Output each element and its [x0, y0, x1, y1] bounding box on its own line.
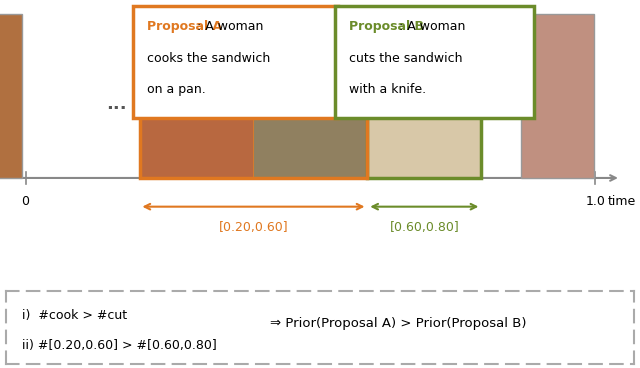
Text: 1.0: 1.0: [585, 195, 605, 208]
Text: : A woman: : A woman: [399, 20, 466, 33]
Bar: [140, 14, 367, 178]
Text: i)  #cook > #cut: i) #cook > #cut: [22, 309, 127, 322]
FancyBboxPatch shape: [335, 6, 534, 118]
Text: ...: ...: [488, 95, 509, 113]
Text: Proposal A: Proposal A: [147, 20, 222, 33]
FancyBboxPatch shape: [521, 14, 595, 178]
Text: cooks the sandwich: cooks the sandwich: [147, 52, 271, 65]
Bar: [140, 14, 253, 178]
Text: 0: 0: [22, 195, 29, 208]
Bar: [367, 14, 481, 178]
Text: ii) #[0.20,0.60] > #[0.60,0.80]: ii) #[0.20,0.60] > #[0.60,0.80]: [22, 339, 217, 351]
Text: with a knife.: with a knife.: [349, 83, 427, 96]
Text: ⇒ Prior(Proposal A) > Prior(Proposal B): ⇒ Prior(Proposal A) > Prior(Proposal B): [270, 317, 526, 330]
Text: time: time: [608, 195, 636, 208]
Text: [0.60,0.80]: [0.60,0.80]: [390, 221, 459, 234]
Text: Proposal B: Proposal B: [349, 20, 424, 33]
Text: on a pan.: on a pan.: [147, 83, 206, 96]
Text: cuts the sandwich: cuts the sandwich: [349, 52, 463, 65]
FancyBboxPatch shape: [0, 14, 22, 178]
FancyBboxPatch shape: [133, 6, 338, 118]
Bar: [253, 14, 367, 178]
Text: [0.20,0.60]: [0.20,0.60]: [219, 221, 288, 234]
Text: : A woman: : A woman: [197, 20, 264, 33]
Text: ...: ...: [106, 95, 127, 113]
